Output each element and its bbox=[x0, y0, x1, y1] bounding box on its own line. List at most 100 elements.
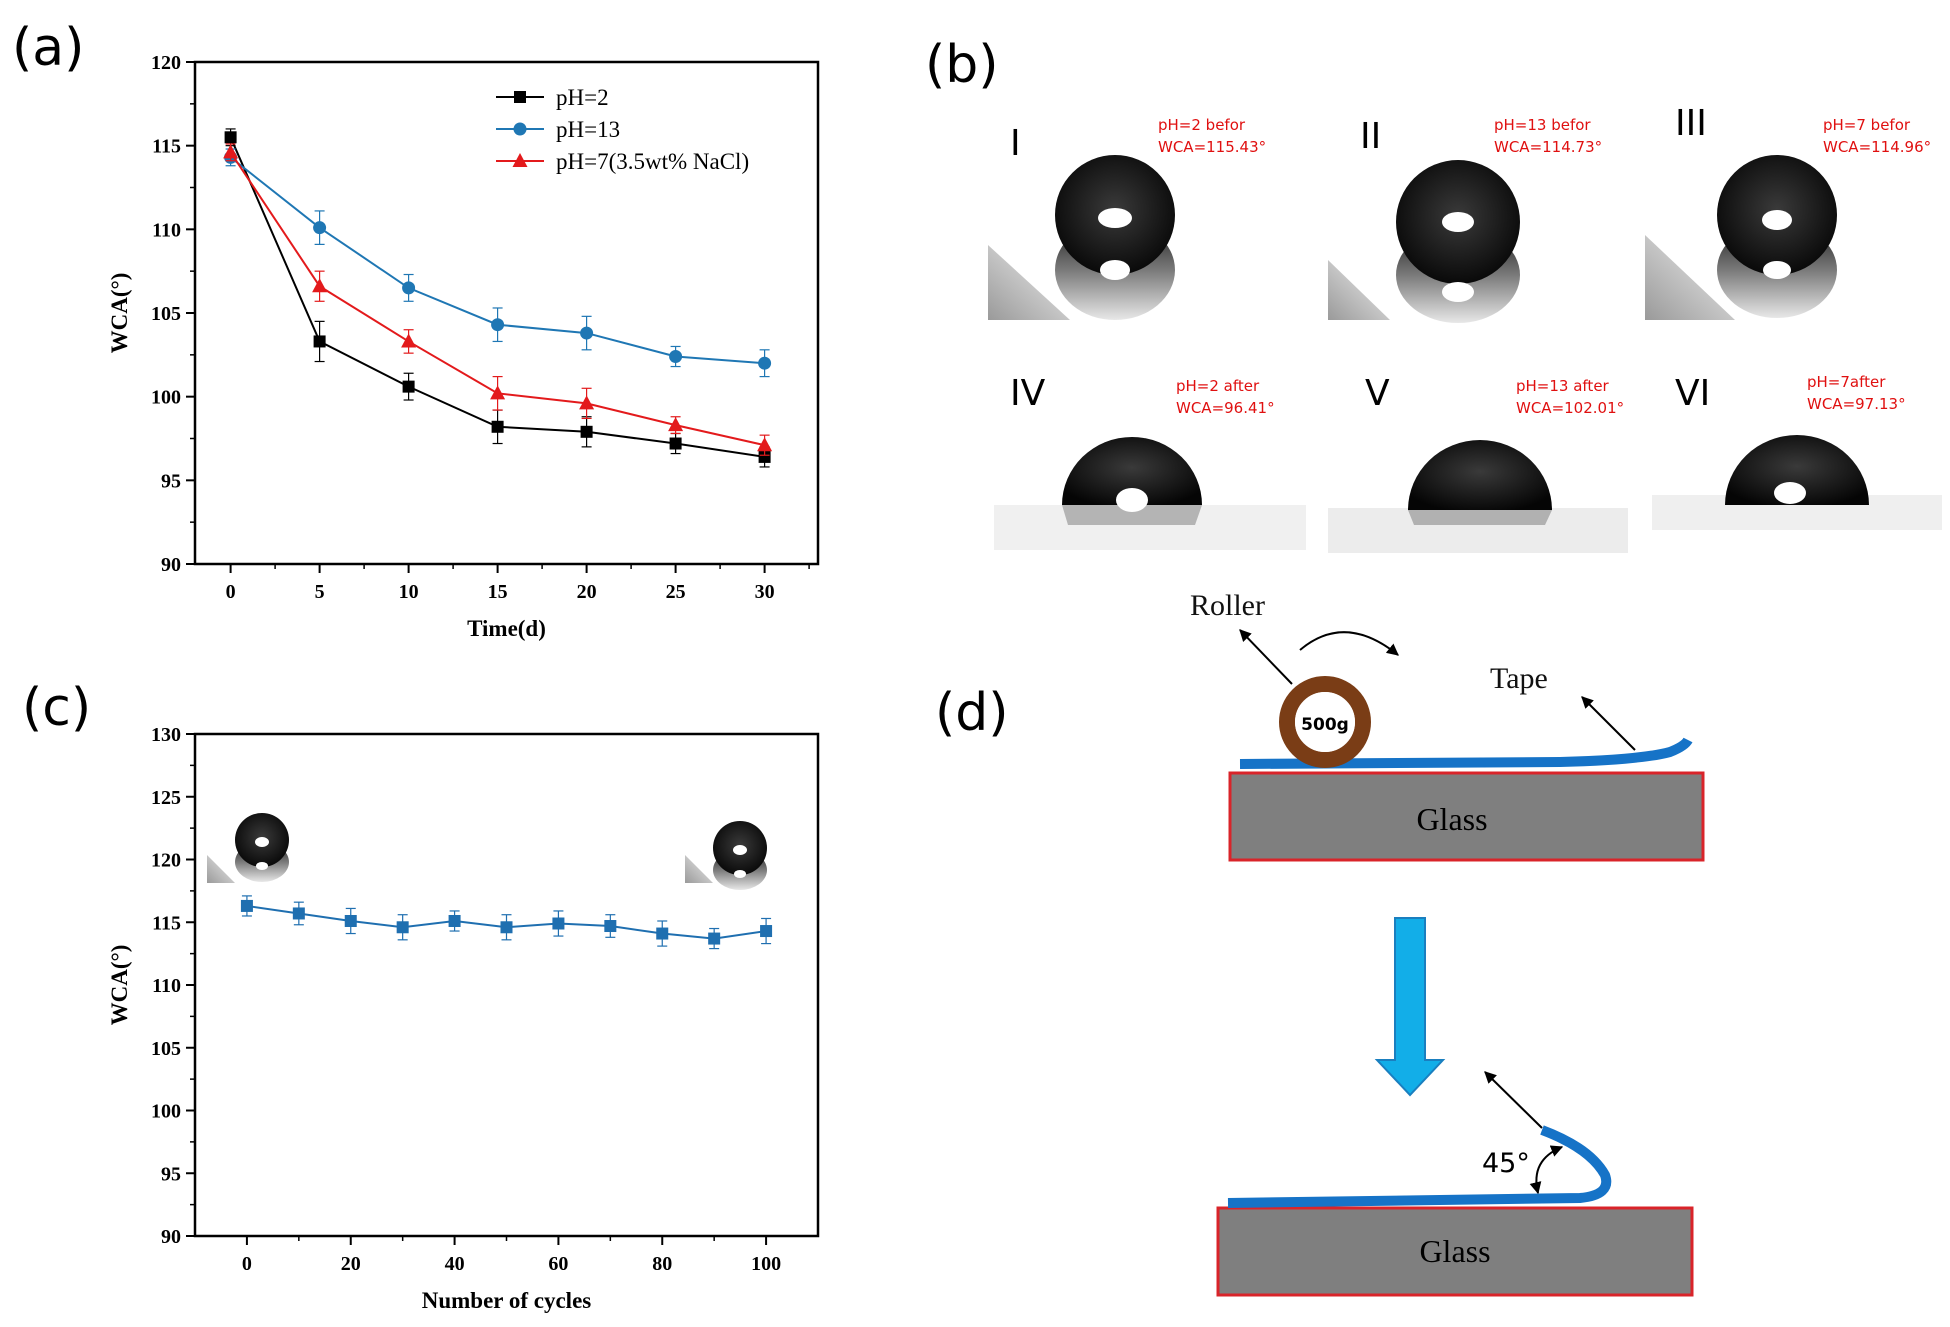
tape-label: Tape bbox=[1490, 662, 1548, 695]
panel-b-droplet-grid: I pH=2 befor WCA=115.43° II pH=13 befor … bbox=[988, 100, 1945, 555]
chart-c: 90 95 100 105 110 115 120 125 130 0 20 40 60 80 100 Num… bbox=[107, 724, 820, 1313]
panel-label-d: (d) bbox=[935, 683, 1009, 743]
y-axis-label: WCA(°) bbox=[107, 945, 132, 1026]
legend-entry: pH=2 bbox=[556, 85, 609, 110]
legend-entry: pH=7(3.5wt% NaCl) bbox=[556, 149, 749, 174]
droplet-caption-IV-line1: pH=2 after bbox=[1176, 377, 1260, 395]
data-point bbox=[552, 917, 565, 930]
x-axis-label: Number of cycles bbox=[422, 1288, 592, 1313]
data-point bbox=[401, 333, 417, 348]
droplet-label-II: II bbox=[1360, 116, 1381, 157]
peel-direction-arrow bbox=[1484, 1071, 1543, 1129]
panel-label-b: (b) bbox=[925, 35, 999, 95]
chart-a: 90 95 100 105 110 115 120 0 5 10 15 20 25 30 Time(d) WC… bbox=[107, 52, 820, 641]
y-axis-label: WCA(°) bbox=[107, 273, 132, 354]
y-tick-label: 115 bbox=[152, 912, 181, 934]
data-point bbox=[396, 921, 409, 934]
inset-droplet-image-2 bbox=[685, 795, 795, 890]
legend-swatch-marker bbox=[513, 122, 527, 136]
legend-entry: pH=13 bbox=[556, 117, 620, 142]
data-point bbox=[500, 921, 513, 934]
glass-label-top: Glass bbox=[1416, 801, 1487, 837]
series-0 bbox=[224, 128, 771, 468]
data-point bbox=[224, 131, 237, 144]
x-tick-label: 5 bbox=[315, 581, 325, 603]
droplet-caption-II-line2: WCA=114.73° bbox=[1494, 138, 1602, 156]
data-point bbox=[580, 425, 593, 438]
x-tick-label: 0 bbox=[242, 1253, 252, 1275]
series-1 bbox=[224, 148, 772, 378]
y-tick-label: 95 bbox=[161, 470, 181, 492]
glass-slab-top bbox=[1228, 771, 1705, 862]
glass-label-bottom: Glass bbox=[1419, 1233, 1490, 1269]
y-tick-label: 110 bbox=[152, 219, 181, 241]
droplet-caption-V-line2: WCA=102.01° bbox=[1516, 399, 1624, 417]
data-point bbox=[668, 417, 684, 432]
x-tick-label: 15 bbox=[488, 581, 508, 603]
data-point bbox=[758, 356, 772, 370]
tape-pointer-arrow bbox=[1581, 696, 1636, 751]
droplet-label-IV: IV bbox=[1010, 373, 1046, 414]
x-tick-label: 30 bbox=[755, 581, 775, 603]
x-tick-label: 0 bbox=[226, 581, 236, 603]
x-tick-label: 10 bbox=[399, 581, 419, 603]
droplet-caption-I-line2: WCA=115.43° bbox=[1158, 138, 1266, 156]
y-tick-label: 115 bbox=[152, 136, 181, 158]
data-point bbox=[402, 380, 415, 393]
data-point bbox=[313, 221, 327, 235]
tape-strip-peeled bbox=[1227, 1125, 1612, 1208]
y-tick-label: 110 bbox=[152, 975, 181, 997]
data-point bbox=[344, 914, 357, 927]
droplet-caption-III-line1: pH=7 befor bbox=[1823, 116, 1911, 134]
legend: pH=2 pH=13 pH=7(3.5wt% NaCl) bbox=[496, 85, 749, 174]
droplet-caption-V-line1: pH=13 after bbox=[1516, 377, 1610, 395]
roller-weight-label: 500g bbox=[1301, 715, 1349, 735]
roller-pointer-arrow bbox=[1239, 629, 1293, 685]
droplet-caption-IV-line2: WCA=96.41° bbox=[1176, 399, 1275, 417]
y-tick-label: 100 bbox=[151, 1101, 181, 1123]
droplet-label-V: V bbox=[1365, 373, 1390, 414]
data-point bbox=[656, 927, 669, 940]
data-point bbox=[604, 920, 617, 933]
y-tick-label: 95 bbox=[161, 1163, 181, 1185]
droplet-caption-I-line1: pH=2 befor bbox=[1158, 116, 1246, 134]
tape-strip-top bbox=[1239, 737, 1693, 769]
x-tick-label: 20 bbox=[341, 1253, 361, 1275]
data-point bbox=[223, 144, 239, 159]
droplet-image-VI bbox=[1652, 415, 1942, 555]
panel-d-peel-test-diagram: Glass 500g Roller Tape Glass 45° bbox=[1190, 589, 1705, 1297]
glass-slab-bottom bbox=[1216, 1206, 1694, 1297]
data-point bbox=[292, 907, 305, 920]
droplet-label-III: III bbox=[1675, 103, 1707, 144]
data-point bbox=[313, 335, 326, 348]
data-point bbox=[708, 932, 721, 945]
roller bbox=[1279, 676, 1371, 768]
panel-label-a: (a) bbox=[12, 18, 84, 78]
droplet-label-I: I bbox=[1010, 123, 1021, 164]
data-point bbox=[669, 350, 683, 364]
x-tick-label: 20 bbox=[577, 581, 597, 603]
droplet-image-IV bbox=[994, 420, 1306, 550]
x-tick-label: 100 bbox=[751, 1253, 781, 1275]
droplet-caption-VI-line1: pH=7after bbox=[1807, 373, 1886, 391]
x-axis-label: Time(d) bbox=[467, 616, 546, 641]
data-point bbox=[491, 318, 505, 332]
y-tick-label: 90 bbox=[161, 554, 181, 576]
data-point bbox=[669, 437, 682, 450]
data-point bbox=[312, 278, 328, 293]
data-point bbox=[579, 395, 595, 410]
y-tick-label: 120 bbox=[151, 850, 181, 872]
y-tick-label: 105 bbox=[151, 1038, 181, 1060]
plot-frame bbox=[193, 60, 820, 566]
data-point bbox=[491, 420, 504, 433]
legend-swatch-marker bbox=[514, 91, 526, 103]
data-point bbox=[758, 450, 771, 463]
data-point bbox=[757, 437, 773, 452]
droplet-image-II bbox=[1328, 100, 1628, 323]
rolling-direction-arrow bbox=[1299, 631, 1399, 656]
data-point bbox=[240, 899, 253, 912]
y-tick-label: 90 bbox=[161, 1226, 181, 1248]
y-tick-label: 130 bbox=[151, 724, 181, 746]
droplet-caption-VI-line2: WCA=97.13° bbox=[1807, 395, 1906, 413]
x-tick-label: 60 bbox=[548, 1253, 568, 1275]
